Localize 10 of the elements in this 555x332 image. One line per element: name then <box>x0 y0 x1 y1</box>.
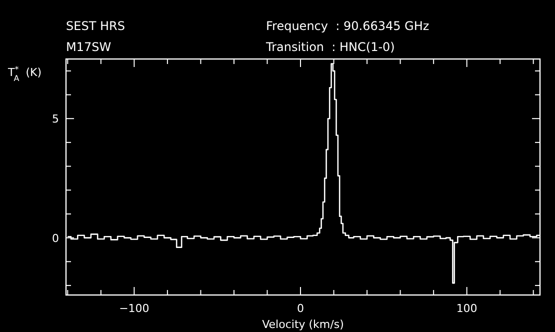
x-tick-label: 100 <box>456 302 478 315</box>
y-tick-label: 5 <box>52 112 59 126</box>
x-tick-label: −100 <box>119 302 150 315</box>
x-axis-title: Velocity (km/s) <box>262 318 344 331</box>
text: Transition : HNC(1-0) <box>265 40 395 54</box>
y-axis-title: T$^{*}$$_{A}$ (K) <box>7 64 42 82</box>
x-tick-label: 0 <box>297 302 304 315</box>
chart-subtitle: M17SW <box>66 40 112 54</box>
text: Frequency : 90.66345 GHz <box>266 19 430 33</box>
chart-title: SEST HRS <box>66 19 125 33</box>
